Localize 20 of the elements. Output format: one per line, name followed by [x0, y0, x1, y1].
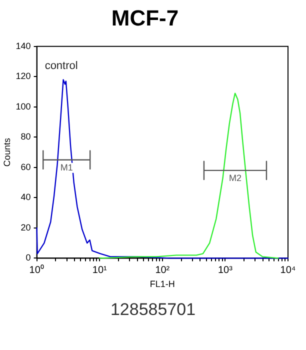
y-tick-label: 20 — [20, 222, 31, 232]
y-tick-label: 40 — [20, 192, 31, 202]
x-tick-label: 10⁰ — [29, 264, 44, 276]
y-tick-label: 60 — [20, 162, 31, 172]
y-tick-label: 140 — [16, 40, 31, 51]
y-axis-title: Counts — [2, 138, 12, 167]
series-label: M1 — [60, 162, 73, 172]
x-tick-label: 10³ — [218, 264, 234, 276]
y-tick-label: 120 — [16, 71, 31, 82]
y-tick-label: 100 — [16, 101, 31, 112]
x-tick-label: 10¹ — [92, 264, 108, 276]
chart-title: MCF-7 — [111, 5, 179, 30]
series-label: M2 — [228, 172, 242, 183]
x-tick-label: 10² — [155, 264, 170, 276]
y-tick-label: 0 — [26, 252, 31, 263]
y-tick-label: 80 — [20, 132, 31, 142]
x-tick-label: 10⁴ — [280, 264, 296, 276]
series-label: control — [44, 60, 78, 72]
x-axis-title: FL1-H — [150, 279, 175, 290]
text: 128585701 — [109, 300, 197, 320]
